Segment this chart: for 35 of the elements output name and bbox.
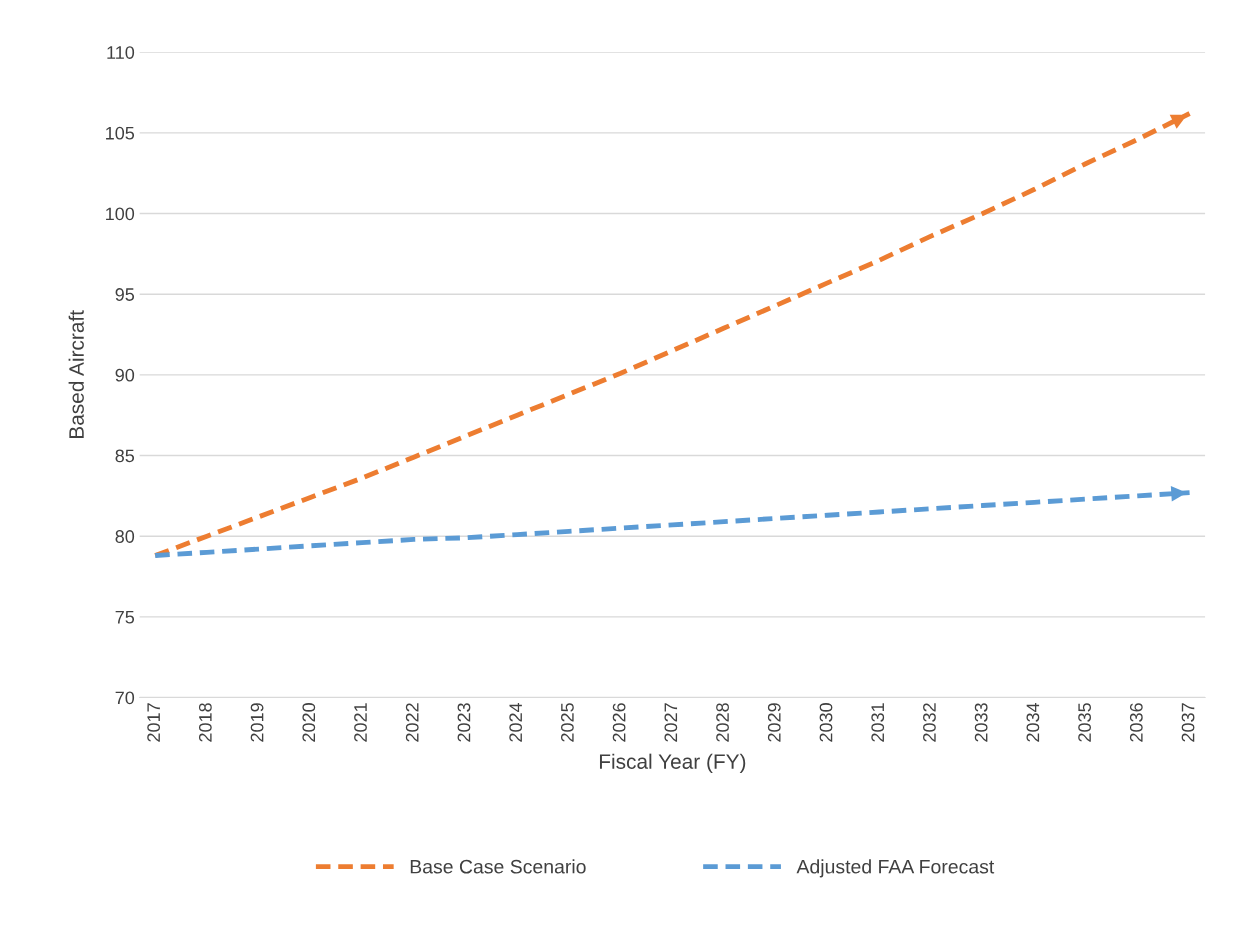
- x-tick-label: 2034: [1026, 702, 1040, 742]
- legend-label: Adjusted FAA Forecast: [796, 859, 995, 878]
- x-tick-label: 2017: [147, 703, 161, 742]
- x-axis-title: Fiscal Year (FY): [599, 753, 746, 774]
- y-tick-label: 70: [115, 691, 135, 705]
- x-tick-label: 2029: [767, 703, 781, 742]
- x-tick-label: 2027: [664, 703, 678, 742]
- x-tick-label: 2025: [561, 703, 574, 742]
- x-tick-label: 2028: [716, 703, 729, 742]
- y-axis-title: Based Aircraft: [68, 310, 84, 438]
- y-tick-label: 75: [115, 610, 135, 624]
- x-tick-label: 2020: [302, 703, 316, 742]
- x-tick-label: 2024: [509, 702, 523, 742]
- legend-label: Base Case Scenario: [410, 859, 586, 874]
- y-tick-label: 85: [115, 449, 135, 463]
- y-tick-label: 90: [115, 368, 135, 382]
- x-tick-label: 2021: [354, 703, 367, 742]
- line-series: [152, 490, 1193, 558]
- y-tick-label: 80: [115, 530, 135, 543]
- y-tick-label: 100: [106, 207, 135, 221]
- x-tick-label: 2032: [923, 703, 936, 742]
- x-tick-label: 2019: [250, 703, 264, 742]
- x-tick-label: 2031: [871, 703, 885, 742]
- x-tick-label: 2023: [457, 703, 471, 742]
- x-tick-label: 2018: [198, 703, 212, 742]
- x-tick-label: 2037: [1181, 703, 1195, 742]
- y-tick-label: 95: [115, 288, 135, 301]
- x-tick-label: 2035: [1078, 703, 1091, 742]
- x-tick-label: 2036: [1129, 703, 1143, 742]
- y-tick-label: 105: [106, 126, 135, 140]
- x-tick-label: 2026: [612, 703, 626, 742]
- y-tick-label: 110: [107, 46, 135, 59]
- x-tick-label: 2030: [819, 703, 833, 742]
- x-tick-label: 2022: [405, 703, 419, 742]
- x-tick-label: 2033: [974, 703, 988, 742]
